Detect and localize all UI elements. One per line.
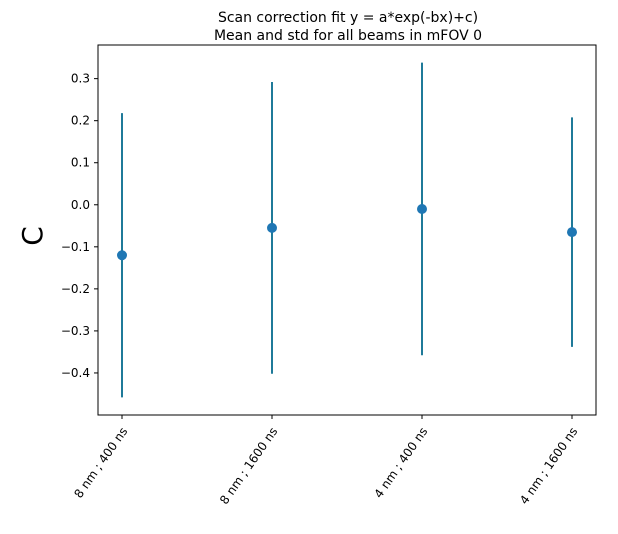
plot-frame (97, 44, 597, 416)
y-tick-label: 0.0 (71, 198, 90, 212)
x-tick-label: 4 nm ; 1600 ns (517, 425, 580, 507)
y-tick-label: −0.3 (61, 324, 90, 338)
x-tick-label: 8 nm ; 1600 ns (217, 425, 280, 507)
chart-title-line-1: Scan correction fit y = a*exp(-bx)+c) (218, 10, 478, 26)
data-point (267, 222, 277, 233)
chart-marks: −0.4 −0.3 −0.2 −0.1 0.0 0.1 0.2 0.3 8 nm ; 400 n… (61, 62, 580, 507)
y-tick-label: −0.4 (61, 366, 90, 380)
y-tick-label: 0.1 (71, 156, 90, 170)
x-tick-label: 8 nm ; 400 ns (71, 425, 130, 501)
y-tick-label: 0.2 (71, 114, 90, 128)
y-axis-label: C (16, 226, 49, 246)
data-point (417, 203, 427, 214)
chart-title-line-2: Mean and std for all beams in mFOV 0 (214, 28, 482, 44)
y-tick-label: −0.1 (61, 240, 90, 254)
data-point (567, 227, 577, 238)
y-tick-label: −0.2 (61, 282, 90, 296)
y-tick-label: 0.3 (71, 72, 90, 86)
data-point (117, 250, 127, 261)
x-tick-label: 4 nm ; 400 ns (371, 425, 430, 501)
